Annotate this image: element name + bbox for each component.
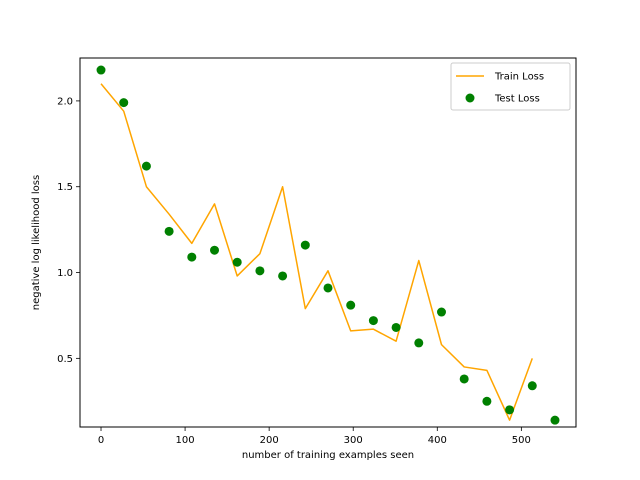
series-line-train-loss [100,83,533,421]
y-tick-label: 1.5 [57,182,73,193]
test-loss-point [505,405,515,415]
x-tick-label: 400 [428,435,447,446]
test-loss-point [96,65,106,75]
test-loss-point [368,316,378,326]
test-loss-point [210,245,220,255]
y-axis-ticks: 0.5 1.0 1.5 2.0 [57,96,80,365]
y-tick-label: 2.0 [57,96,73,107]
test-loss-point [300,240,310,250]
test-loss-point [278,271,288,281]
x-tick-label: 200 [260,435,279,446]
test-loss-point [414,338,424,348]
test-loss-point [141,161,151,171]
test-loss-point [323,283,333,293]
y-axis-label: negative log likelihood loss [31,175,42,310]
test-loss-point [436,307,446,317]
test-loss-point [255,266,265,276]
test-loss-point [164,226,174,236]
test-loss-point [346,300,356,310]
x-axis-label: number of training examples seen [242,450,414,461]
x-tick-label: 100 [176,435,195,446]
test-loss-point [482,396,492,406]
test-loss-point [119,98,129,108]
legend-test-loss-label: Test Loss [494,94,540,105]
legend-test-loss-swatch [465,93,475,103]
x-tick-label: 300 [344,435,363,446]
y-tick-label: 1.0 [57,268,73,279]
legend-train-loss-label: Train Loss [494,72,544,83]
y-tick-label: 0.5 [57,354,73,365]
test-loss-point [459,374,469,384]
test-loss-point [550,415,560,425]
x-tick-label: 0 [98,435,104,446]
x-tick-label: 500 [512,435,531,446]
test-loss-point [527,381,537,391]
legend-box [450,62,571,111]
legend: Train Loss Test Loss [450,62,571,111]
axes-frame [79,57,577,428]
x-axis-ticks: 0 100 200 300 400 500 [98,427,531,446]
test-loss-point [187,252,197,262]
test-loss-point [232,257,242,267]
plot-area [96,65,560,425]
test-loss-point [391,322,401,332]
